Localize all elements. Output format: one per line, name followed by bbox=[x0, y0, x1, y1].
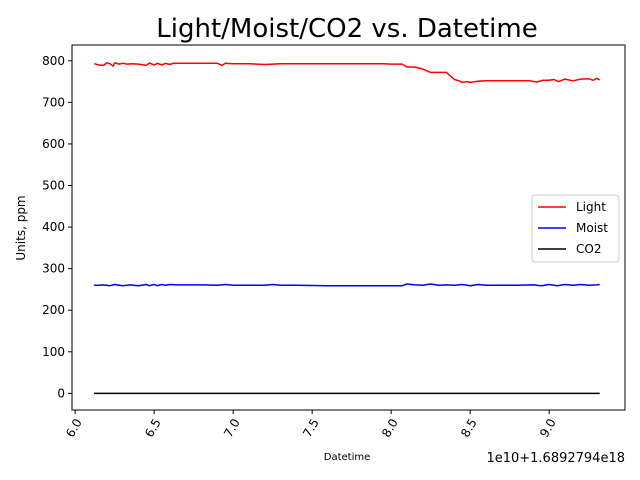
y-axis-ticks: 0 100 200 300 400 500 600 700 800 bbox=[42, 54, 72, 400]
x-offset-label: 1e10+1.6892794e18 bbox=[486, 451, 625, 466]
legend: Light Moist CO2 bbox=[531, 194, 620, 263]
x-tick-label: 8.5 bbox=[458, 416, 480, 440]
x-tick-label: 9.0 bbox=[537, 416, 559, 440]
y-tick-label: 600 bbox=[42, 137, 65, 151]
legend-box bbox=[531, 194, 620, 263]
y-tick-label: 200 bbox=[42, 303, 65, 317]
legend-label-moist: Moist bbox=[576, 221, 608, 235]
y-axis-label: Units, ppm bbox=[14, 195, 28, 260]
x-axis-label: Datetime bbox=[324, 452, 371, 463]
legend-label-light: Light bbox=[576, 200, 606, 214]
y-tick-label: 500 bbox=[42, 179, 65, 193]
x-tick-label: 7.5 bbox=[300, 416, 322, 440]
series-group bbox=[93, 62, 601, 395]
y-tick-label: 400 bbox=[42, 220, 65, 234]
y-tick-label: 0 bbox=[57, 386, 65, 400]
y-tick-label: 800 bbox=[42, 54, 65, 68]
y-tick-label: 300 bbox=[42, 262, 65, 276]
x-axis-ticks: 6.0 6.5 7.0 7.5 8.0 8.5 9.0 bbox=[63, 410, 559, 440]
x-tick-label: 7.0 bbox=[221, 416, 243, 440]
x-tick-label: 8.0 bbox=[379, 416, 401, 440]
y-tick-label: 700 bbox=[42, 95, 65, 109]
legend-label-co2: CO2 bbox=[576, 242, 601, 256]
series-line-light bbox=[93, 62, 601, 84]
y-tick-label: 100 bbox=[42, 345, 65, 359]
series-line-moist bbox=[94, 283, 600, 287]
x-tick-label: 6.5 bbox=[142, 416, 164, 440]
x-tick-label: 6.0 bbox=[63, 416, 85, 440]
chart-title: Light/Moist/CO2 vs. Datetime bbox=[156, 14, 537, 44]
